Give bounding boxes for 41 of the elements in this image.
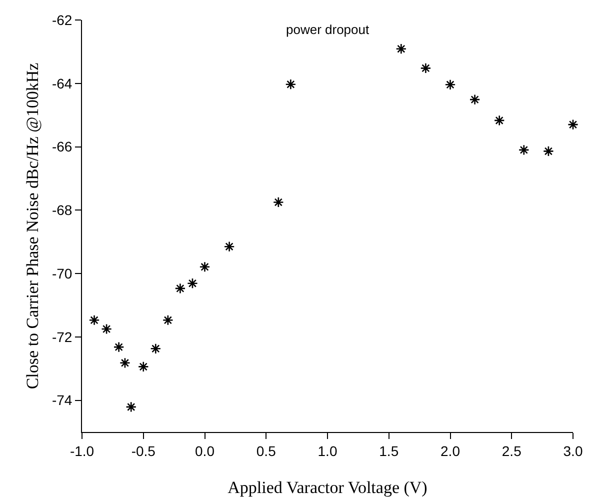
y-tick-label: -66: [52, 138, 72, 155]
point: [420, 62, 432, 74]
y-tick-label: -74: [52, 392, 72, 408]
point: [88, 314, 100, 326]
y-axis-title: Close to Carrier Phase Noise dBc/Hz @100kHz: [23, 62, 42, 390]
point: [150, 343, 162, 354]
x-axis-title: Applied Varactor Voltage (V): [228, 478, 428, 497]
point: [120, 357, 130, 368]
x-tick-label: 1.5: [379, 442, 399, 459]
y-tick-label: -62: [52, 12, 72, 28]
x-tick-label: 0.5: [256, 442, 276, 459]
y-tick-label: -68: [52, 202, 72, 218]
x-tick-label: 3.0: [563, 442, 583, 459]
point: [162, 314, 174, 326]
point: [543, 146, 554, 157]
point: [126, 402, 137, 412]
x-tick-label: 2.0: [440, 442, 460, 459]
point: [494, 115, 505, 126]
point: [224, 241, 235, 252]
point: [444, 79, 456, 90]
x-tick-label: 0.0: [195, 442, 215, 459]
point: [138, 361, 149, 372]
point: [174, 282, 186, 294]
point: [187, 278, 198, 289]
point: [396, 43, 407, 54]
x-tick-label: -0.5: [131, 442, 156, 459]
point: [518, 144, 530, 156]
point: [285, 78, 296, 90]
y-tick-label: -72: [52, 328, 72, 345]
x-tick-label: -1.0: [70, 442, 94, 459]
chart-title: power dropout: [286, 22, 370, 37]
x-tick-label: 2.5: [502, 442, 522, 459]
y-tick-label: -70: [52, 265, 72, 282]
point: [568, 119, 578, 130]
point: [272, 196, 284, 208]
point: [113, 342, 124, 353]
point: [199, 261, 210, 272]
point: [469, 94, 480, 105]
y-tick-label: -64: [52, 75, 72, 92]
x-tick-label: 1.0: [318, 442, 338, 459]
point: [101, 324, 112, 334]
